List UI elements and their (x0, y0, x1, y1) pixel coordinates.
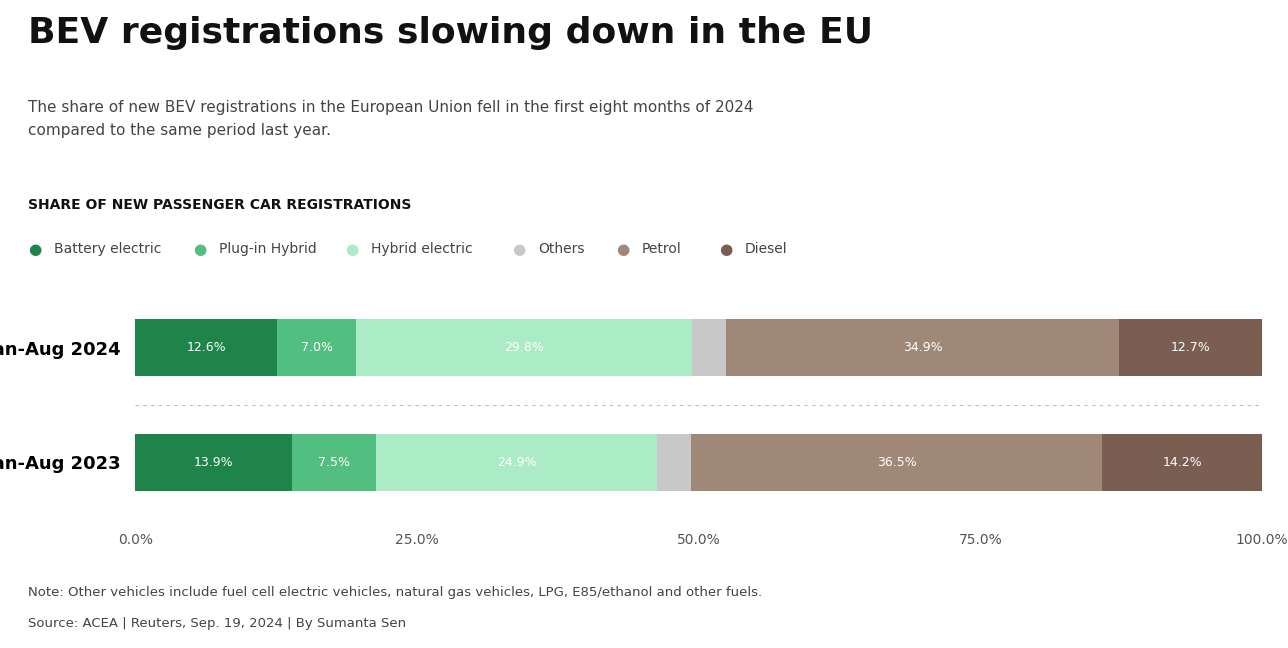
Text: SHARE OF NEW PASSENGER CAR REGISTRATIONS: SHARE OF NEW PASSENGER CAR REGISTRATIONS (28, 198, 412, 212)
Bar (135, 434, 292, 491)
Bar (692, 319, 726, 376)
Text: The share of new BEV registrations in the European Union fell in the first eight: The share of new BEV registrations in th… (28, 100, 753, 137)
Bar (135, 319, 277, 376)
Text: Diesel: Diesel (744, 242, 787, 257)
Text: 7.5%: 7.5% (318, 456, 350, 469)
Text: 13.9%: 13.9% (193, 456, 233, 469)
Text: Hybrid electric: Hybrid electric (371, 242, 473, 257)
Text: Others: Others (538, 242, 585, 257)
Text: Petrol: Petrol (641, 242, 681, 257)
Bar (376, 434, 657, 491)
Text: 7.0%: 7.0% (300, 341, 332, 354)
Text: ●: ● (719, 242, 732, 257)
Bar (292, 434, 376, 491)
Text: Plug-in Hybrid: Plug-in Hybrid (219, 242, 317, 257)
Text: 12.6%: 12.6% (187, 341, 227, 354)
Bar (277, 319, 355, 376)
Text: ●: ● (345, 242, 358, 257)
Text: Source: ACEA | Reuters, Sep. 19, 2024 | By Sumanta Sen: Source: ACEA | Reuters, Sep. 19, 2024 | … (28, 617, 407, 630)
Text: ●: ● (193, 242, 206, 257)
Text: 36.5%: 36.5% (877, 456, 916, 469)
Bar (1103, 434, 1262, 491)
Bar (690, 434, 1103, 491)
Text: Note: Other vehicles include fuel cell electric vehicles, natural gas vehicles, : Note: Other vehicles include fuel cell e… (28, 586, 762, 599)
Bar (355, 319, 692, 376)
Text: ●: ● (28, 242, 41, 257)
Text: 12.7%: 12.7% (1171, 341, 1211, 354)
Text: ●: ● (616, 242, 629, 257)
Text: 14.2%: 14.2% (1162, 456, 1202, 469)
Text: BEV registrations slowing down in the EU: BEV registrations slowing down in the EU (28, 16, 873, 50)
Bar (726, 319, 1119, 376)
Text: Battery electric: Battery electric (54, 242, 161, 257)
Bar (1119, 319, 1262, 376)
Text: ●: ● (513, 242, 526, 257)
Bar (657, 434, 690, 491)
Text: 29.8%: 29.8% (504, 341, 544, 354)
Text: 34.9%: 34.9% (903, 341, 943, 354)
Text: 24.9%: 24.9% (497, 456, 537, 469)
